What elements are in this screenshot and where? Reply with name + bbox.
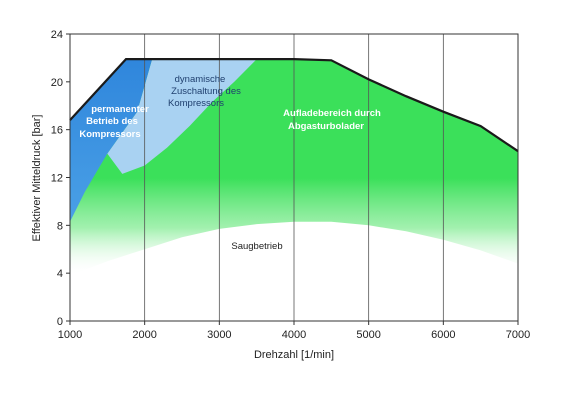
y-axis-title: Effektiver Mitteldruck [bar] (31, 115, 43, 242)
x-tick-label-2000: 2000 (132, 329, 156, 341)
x-tick-label-1000: 1000 (58, 329, 82, 341)
x-tick-label-5000: 5000 (356, 329, 380, 341)
region-labels: permanenter Betrieb des Kompressors dyna… (79, 74, 381, 252)
label-permanent-1: permanenter (91, 104, 149, 115)
label-permanent-3: Kompressors (79, 129, 140, 140)
x-tick-label-4000: 4000 (282, 329, 306, 341)
y-tick-label-20: 20 (51, 77, 63, 89)
y-tick-label-16: 16 (51, 125, 63, 137)
label-permanent-2: Betrieb des (86, 116, 138, 127)
y-axis-ticks: 0 4 8 12 16 20 24 (51, 29, 70, 328)
full-load-curve (69, 58, 519, 153)
y-tick-label-4: 4 (57, 268, 63, 280)
x-tick-label-3000: 3000 (207, 329, 231, 341)
label-turbo-2: Abgasturbolader (288, 121, 364, 132)
grid-lines (144, 34, 444, 321)
label-dynamic-1: dynamische (175, 74, 226, 85)
y-tick-label-24: 24 (51, 29, 63, 41)
label-turbo-1: Aufladebereich durch (283, 108, 381, 119)
x-axis-title: Drehzahl [1/min] (254, 349, 334, 361)
label-suction: Saugbetrieb (231, 241, 282, 252)
x-tick-label-7000: 7000 (506, 329, 530, 341)
y-tick-label-8: 8 (57, 220, 63, 232)
x-axis-ticks: 1000 2000 3000 4000 5000 6000 7000 (58, 321, 530, 341)
label-dynamic-2: Zuschaltung des (171, 86, 241, 97)
y-tick-label-0: 0 (57, 316, 63, 328)
x-tick-label-6000: 6000 (431, 329, 455, 341)
permanent-compressor-region (70, 59, 153, 222)
y-tick-label-12: 12 (51, 173, 63, 185)
label-dynamic-3: Kompressors (168, 98, 224, 109)
